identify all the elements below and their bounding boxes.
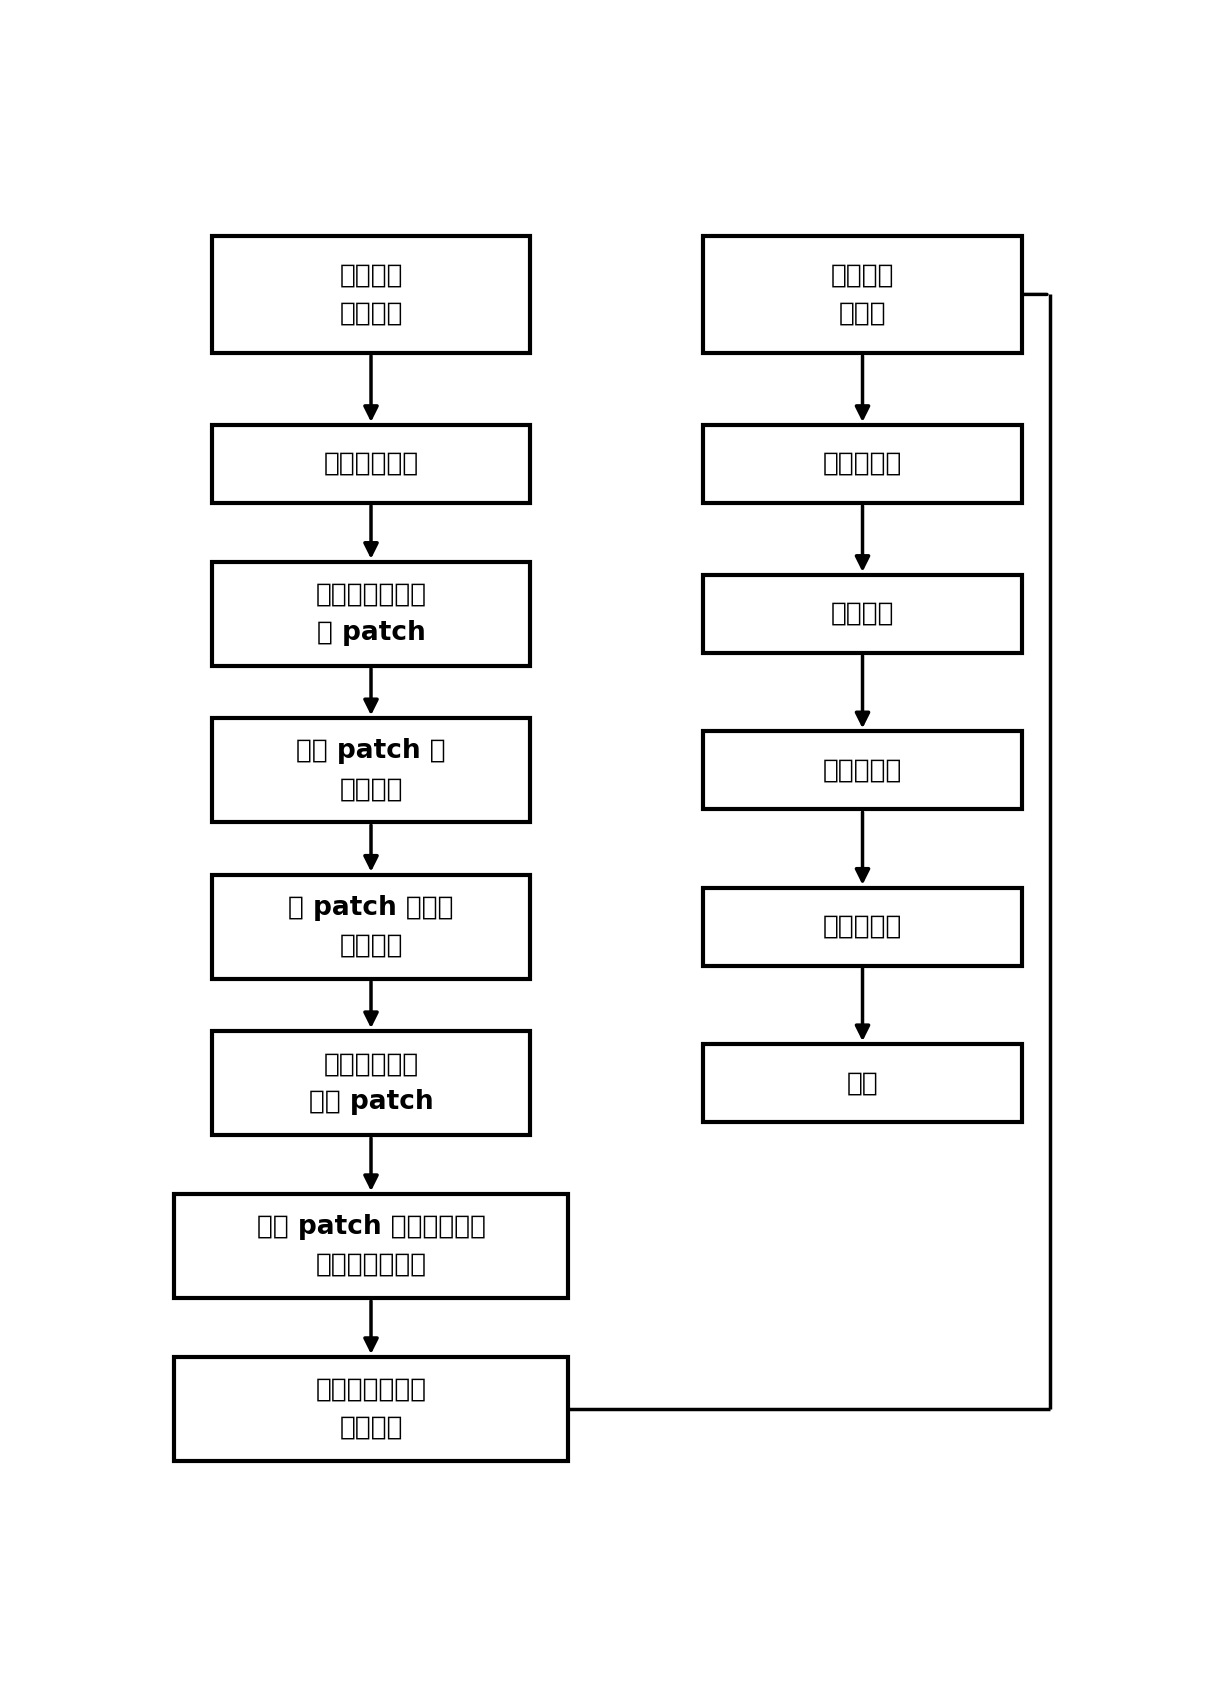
Bar: [211, 875, 530, 979]
Bar: [211, 425, 530, 503]
Text: 求取 patch 主
方向角度: 求取 patch 主 方向角度: [296, 738, 446, 802]
Bar: [703, 425, 1022, 503]
Text: 梯度信息计算: 梯度信息计算: [324, 450, 419, 477]
Bar: [211, 562, 530, 665]
Bar: [703, 1045, 1022, 1122]
Text: 输入灰色
待检图像: 输入灰色 待检图像: [339, 262, 402, 327]
Text: 角度搜索及条码
区域提取: 角度搜索及条码 区域提取: [315, 1376, 426, 1441]
Text: 根据 patch 相关信息提取
构成条码的像素: 根据 patch 相关信息提取 构成条码的像素: [256, 1214, 486, 1278]
Bar: [211, 235, 530, 354]
Text: 容错、解码: 容错、解码: [823, 914, 902, 940]
Bar: [174, 1194, 568, 1299]
Bar: [211, 1031, 530, 1136]
Text: 条空界定: 条空界定: [831, 601, 894, 626]
Bar: [703, 574, 1022, 653]
Text: 校验: 校验: [847, 1070, 878, 1095]
Bar: [174, 1356, 568, 1461]
Text: 定位结束码: 定位结束码: [823, 450, 902, 477]
Bar: [703, 887, 1022, 965]
Text: 提取出构成条
码的 patch: 提取出构成条 码的 patch: [309, 1051, 434, 1116]
Text: 将梯度图分为若
干 patch: 将梯度图分为若 干 patch: [315, 582, 426, 645]
Text: 定位起始码: 定位起始码: [823, 757, 902, 784]
Bar: [211, 718, 530, 823]
Bar: [703, 731, 1022, 809]
Text: 对 patch 进行剔
除并聚类: 对 patch 进行剔 除并聚类: [289, 894, 454, 958]
Bar: [703, 235, 1022, 354]
Text: 条码矫正
及采样: 条码矫正 及采样: [831, 262, 894, 327]
